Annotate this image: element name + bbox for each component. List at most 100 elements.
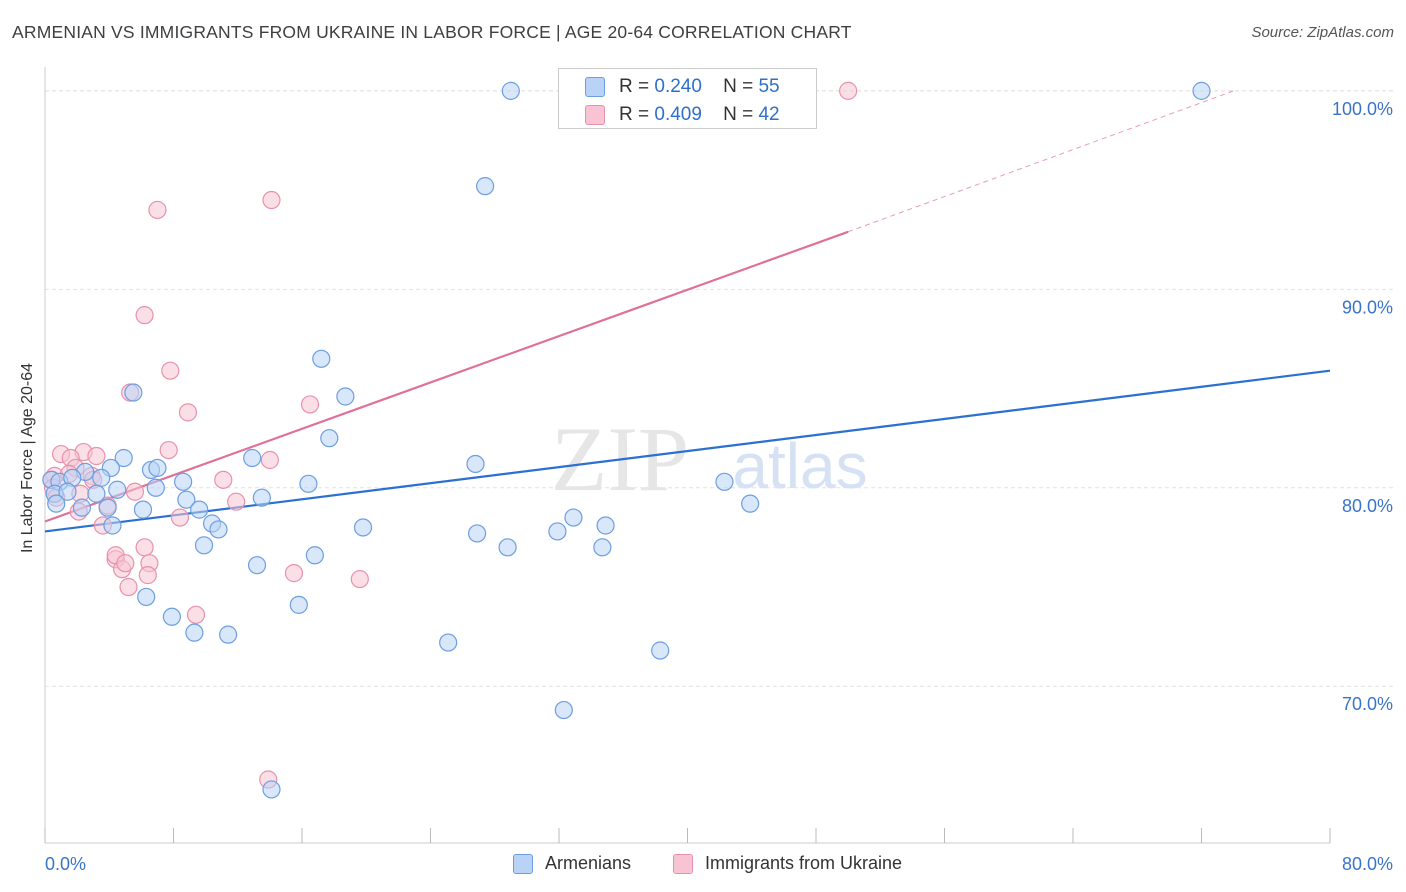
point-armenian [146,478,165,497]
data-points [42,81,1211,799]
point-ukraine [284,564,304,583]
point-ukraine [125,482,145,501]
r-value-ukraine: 0.409 [654,104,702,125]
point-armenian [177,490,196,509]
x-tick-label: 80.0% [1342,854,1393,874]
point-armenian [596,516,615,535]
point-ukraine [119,577,138,597]
legend-label-ukraine: Immigrants from Ukraine [705,853,903,873]
point-armenian [174,472,193,491]
point-ukraine [300,395,320,414]
point-ukraine [159,440,178,460]
point-armenian [554,700,573,720]
y-tick-label: 90.0% [1342,297,1393,317]
point-armenian [439,633,458,652]
point-ukraine [214,470,233,489]
point-armenian [108,480,127,499]
point-armenian [98,498,117,517]
point-armenian [336,387,355,406]
axes [44,67,1331,844]
point-armenian [651,641,670,660]
point-armenian [501,81,520,100]
ukraine-swatch [585,105,605,125]
point-armenian [87,484,106,503]
n-label: N = [723,76,754,97]
point-ukraine [839,81,858,100]
point-armenian [247,556,267,575]
point-ukraine [178,403,198,422]
point-armenian [114,448,133,468]
source-label: Source: ZipAtlas.com [1251,24,1394,41]
point-armenian [92,468,111,487]
armenians-swatch [585,77,605,97]
point-armenian [312,349,331,368]
point-ukraine [227,492,246,511]
point-ukraine [135,306,154,325]
point-ukraine [148,200,167,220]
n-value-ukraine: 42 [758,104,780,125]
point-ukraine [262,190,281,210]
point-armenian [209,520,228,539]
x-tick-label: 0.0% [45,854,86,874]
point-armenian [498,538,517,557]
point-armenian [185,623,204,642]
legend-label-armenians: Armenians [545,853,632,873]
point-armenian [715,472,734,491]
point-armenian [219,625,238,644]
point-armenian [305,546,324,565]
point-armenian [564,508,583,527]
chart-title: ARMENIAN VS IMMIGRANTS FROM UKRAINE IN L… [12,22,852,42]
point-ukraine [135,538,154,557]
point-armenian [194,536,214,555]
point-ukraine [186,605,206,624]
point-armenian [252,488,271,507]
point-armenian [476,177,495,196]
correlation-legend: R = 0.240 N = 55 R = 0.409 N = 42 [558,68,817,129]
point-ukraine [350,569,369,589]
point-armenian [58,482,77,501]
y-axis-label: In Labor Force | Age 20-64 [19,362,36,554]
point-ukraine [260,450,279,470]
r-label: R = [619,104,650,125]
point-ukraine [116,554,135,573]
ukraine-swatch [673,854,693,874]
point-armenian [47,494,66,513]
point-armenian [593,538,612,557]
point-ukraine [170,508,190,527]
n-label: N = [723,104,754,125]
point-armenian [148,458,167,478]
point-armenian [162,607,181,626]
trend-line-ukraine [44,230,849,523]
point-armenian [190,500,209,519]
point-ukraine [87,446,106,466]
point-armenian [353,518,373,537]
point-armenian [548,522,567,541]
point-armenian [299,474,318,493]
y-tick-label: 70.0% [1342,694,1393,714]
trend-extension-ukraine [847,90,1234,233]
point-armenian [320,429,339,448]
point-armenian [133,500,153,519]
point-armenian [243,448,262,468]
r-label: R = [619,76,650,97]
point-armenian [103,516,122,535]
point-ukraine [138,566,157,585]
point-armenian [289,595,308,614]
watermark-atlas: atlas [732,430,867,502]
point-armenian [1192,81,1211,100]
point-armenian [137,587,156,607]
point-armenian [741,494,760,513]
point-armenian [124,383,143,402]
y-tick-label: 80.0% [1342,496,1393,516]
point-armenian [467,524,487,543]
point-armenian [262,780,281,799]
point-ukraine [161,361,180,380]
armenians-swatch [513,854,533,874]
y-tick-label: 100.0% [1332,99,1393,119]
r-value-armenians: 0.240 [654,76,702,97]
tick-labels: 70.0% 80.0% 90.0% 100.0% 0.0% 80.0% [45,99,1393,874]
point-armenian [72,498,92,517]
point-armenian [466,454,485,474]
n-value-armenians: 55 [758,76,780,97]
